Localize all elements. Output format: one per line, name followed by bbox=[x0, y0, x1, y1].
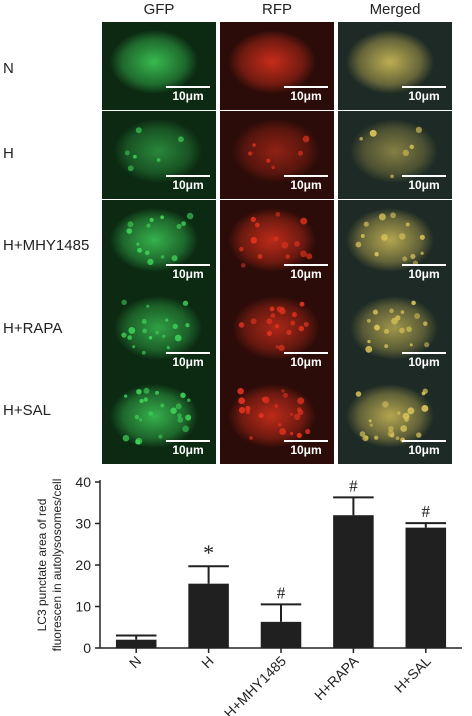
scale-bar-label: 10μm bbox=[408, 355, 440, 369]
scale-bar-label: 10μm bbox=[172, 355, 204, 369]
panel-h-sal-merged: 10μm bbox=[338, 376, 452, 464]
scale-bar-label: 10μm bbox=[408, 443, 440, 457]
panel-h-gfp: 10μm bbox=[102, 111, 216, 199]
x-tick-label: H+RAPA bbox=[311, 652, 362, 703]
panel-n-gfp: 10μm bbox=[102, 22, 216, 110]
x-tick-label: N bbox=[126, 653, 144, 671]
column-header-rfp: RFP bbox=[262, 1, 292, 18]
scale-bar-label: 10μm bbox=[408, 267, 440, 281]
y-tick-label: 30 bbox=[75, 516, 91, 532]
column-header-merged: Merged bbox=[369, 1, 421, 18]
chart-axes: 0 10 20 30 40 N H H+MHY1485 H+RAPA H+SAL bbox=[75, 474, 462, 716]
bar-4 bbox=[405, 527, 447, 648]
scale-bar-label: 10μm bbox=[290, 355, 322, 369]
scale-bar-label: 10μm bbox=[172, 267, 204, 281]
significance-mark-3: # bbox=[349, 476, 358, 495]
significance-mark-2: # bbox=[277, 583, 286, 602]
scale-bar-label: 10μm bbox=[408, 89, 440, 103]
panel-h-mhy1485-merged: 10μm bbox=[338, 200, 452, 288]
scale-bar: 10μm bbox=[402, 175, 446, 195]
scale-bar: 10μm bbox=[166, 352, 210, 372]
row-label-h: H bbox=[3, 145, 14, 162]
scale-bar: 10μm bbox=[284, 86, 328, 106]
significance-mark-4: # bbox=[422, 502, 431, 521]
scale-bar: 10μm bbox=[166, 175, 210, 195]
scale-bar: 10μm bbox=[284, 264, 328, 284]
row-label-h-mhy1485: H+MHY1485 bbox=[3, 237, 90, 254]
scale-bar: 10μm bbox=[284, 175, 328, 195]
scale-bar-label: 10μm bbox=[172, 443, 204, 457]
row-label-h-sal: H+SAL bbox=[3, 402, 51, 419]
panel-h-mhy1485-rfp: 10μm bbox=[220, 200, 334, 288]
scale-bar-label: 10μm bbox=[172, 89, 204, 103]
scale-bar-label: 10μm bbox=[172, 178, 204, 192]
scale-bar-label: 10μm bbox=[290, 443, 322, 457]
y-axis-label-line-1: LC3 punctate area of red bbox=[35, 499, 49, 632]
scale-bar: 10μm bbox=[166, 86, 210, 106]
scale-bar-label: 10μm bbox=[290, 89, 322, 103]
bar-1 bbox=[188, 583, 229, 648]
y-tick-label: 10 bbox=[75, 599, 91, 615]
y-tick-label: 40 bbox=[75, 474, 91, 490]
x-tick-label: H+SAL bbox=[391, 653, 434, 696]
panel-n-merged: 10μm bbox=[338, 22, 452, 110]
panel-n-rfp: 10μm bbox=[220, 22, 334, 110]
scale-bar-label: 10μm bbox=[408, 178, 440, 192]
panel-h-rapa-gfp: 10μm bbox=[102, 288, 216, 376]
scale-bar: 10μm bbox=[402, 86, 446, 106]
chart-bars: * # # # bbox=[115, 476, 447, 648]
panel-h-mhy1485-gfp: 10μm bbox=[102, 200, 216, 288]
bar-0 bbox=[115, 639, 157, 648]
bar-3 bbox=[333, 515, 374, 648]
significance-mark-1: * bbox=[203, 540, 214, 565]
scale-bar: 10μm bbox=[402, 440, 446, 460]
scale-bar: 10μm bbox=[402, 352, 446, 372]
panel-h-sal-gfp: 10μm bbox=[102, 376, 216, 464]
y-tick-label: 0 bbox=[83, 640, 91, 656]
scale-bar: 10μm bbox=[284, 352, 328, 372]
y-axis-label: LC3 punctate area of redfluorescen in au… bbox=[35, 479, 64, 652]
column-header-gfp: GFP bbox=[143, 1, 175, 18]
panel-h-rapa-merged: 10μm bbox=[338, 288, 452, 376]
scale-bar: 10μm bbox=[284, 440, 328, 460]
panel-h-rfp: 10μm bbox=[220, 111, 334, 199]
bar-2 bbox=[260, 621, 302, 648]
scale-bar: 10μm bbox=[166, 264, 210, 284]
panel-h-merged: 10μm bbox=[338, 111, 452, 199]
y-axis-label-line-2: fluorescen in autolysosomes/cell bbox=[50, 479, 64, 652]
lc3-bar-chart: 0 10 20 30 40 N H H+MHY1485 H+RAPA H+SAL * # # # LC3… bbox=[35, 474, 462, 716]
scale-bar: 10μm bbox=[166, 440, 210, 460]
x-tick-label: H+MHY1485 bbox=[221, 653, 289, 716]
scale-bar-label: 10μm bbox=[290, 267, 322, 281]
scale-bar-label: 10μm bbox=[290, 178, 322, 192]
panel-h-sal-rfp: 10μm bbox=[220, 376, 334, 464]
row-label-n: N bbox=[3, 60, 14, 77]
x-tick-label: H bbox=[198, 653, 216, 671]
row-label-h-rapa: H+RAPA bbox=[3, 320, 63, 337]
y-tick-label: 20 bbox=[75, 557, 91, 573]
panel-h-rapa-rfp: 10μm bbox=[220, 288, 334, 376]
scale-bar: 10μm bbox=[402, 264, 446, 284]
